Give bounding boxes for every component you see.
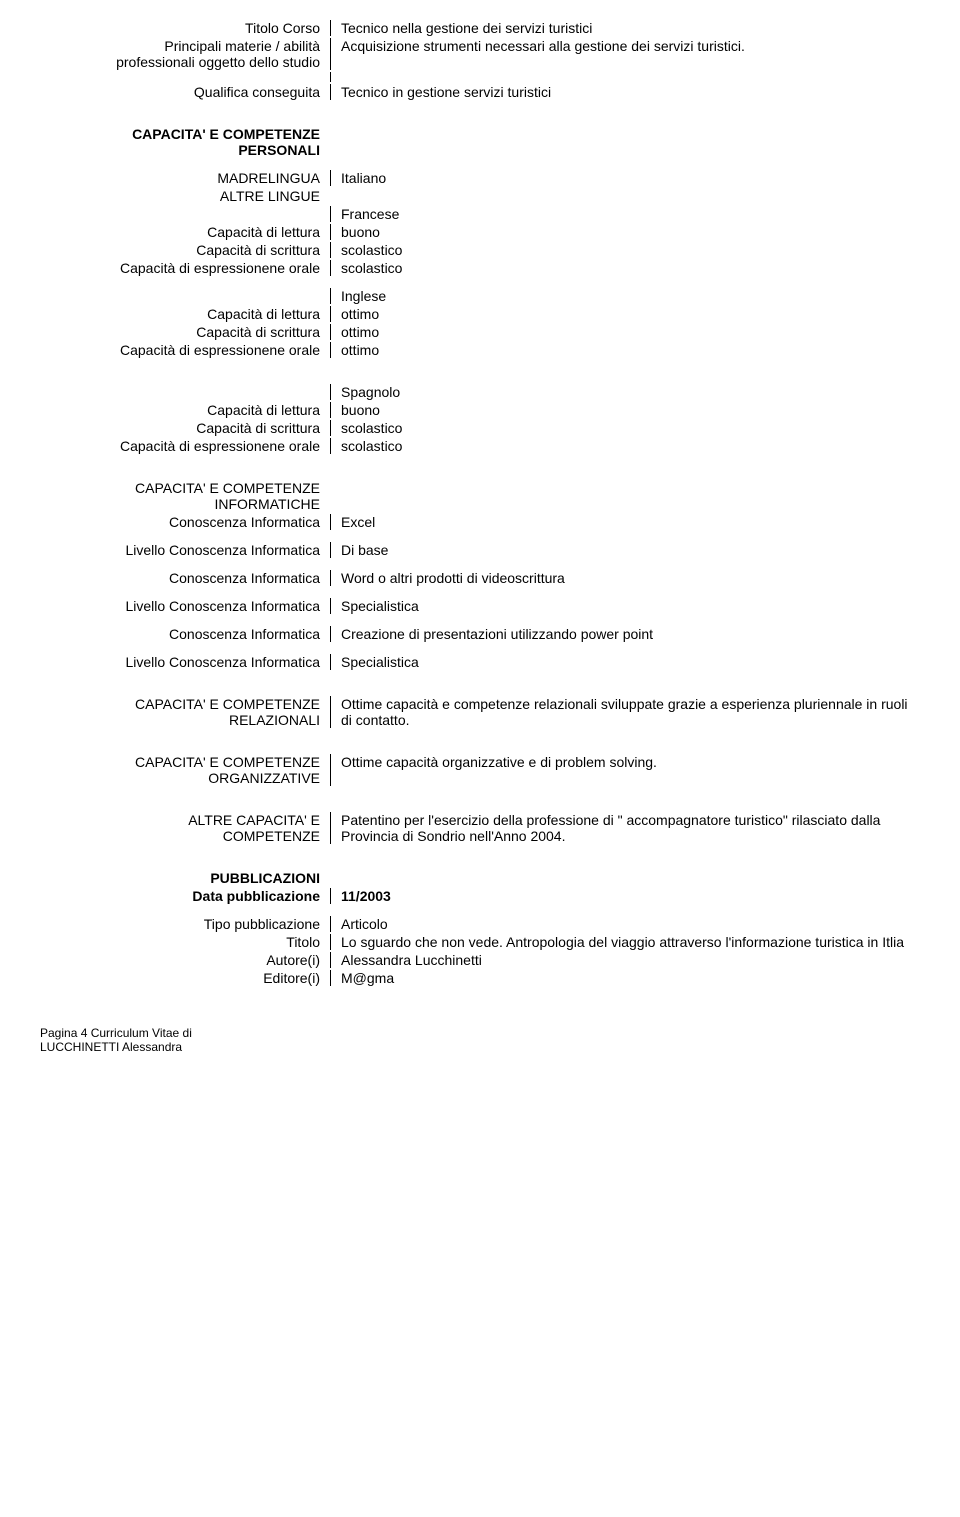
pub-data-row: Data pubblicazione 11/2003	[40, 888, 920, 904]
pub-autore-row: Autore(i) Alessandra Lucchinetti	[40, 952, 920, 968]
cap-info-header: CAPACITA' E COMPETENZE INFORMATICHE	[40, 480, 920, 512]
lang1-name-row: Francese	[40, 206, 920, 222]
pub-editore-row: Editore(i) M@gma	[40, 970, 920, 986]
cap-rel-row: CAPACITA' E COMPETENZE RELAZIONALI Ottim…	[40, 696, 920, 728]
principali-materie-value: Acquisizione strumenti necessari alla ge…	[330, 38, 920, 70]
qualifica-value: Tecnico in gestione servizi turistici	[330, 84, 920, 100]
qualifica-label: Qualifica conseguita	[40, 84, 330, 100]
principali-materie-label: Principali materie / abilità professiona…	[40, 38, 330, 70]
lang3-name-row: Spagnolo	[40, 384, 920, 400]
cap-rel-value: Ottime capacità e competenze relazionali…	[330, 696, 920, 728]
lang1-name: Francese	[330, 206, 920, 222]
titolo-corso-row: Titolo Corso Tecnico nella gestione dei …	[40, 20, 920, 36]
lang2-orale-row: Capacità di espressionene orale ottimo	[40, 342, 920, 358]
lang2-name-row: Inglese	[40, 288, 920, 304]
principali-materie-row: Principali materie / abilità professiona…	[40, 38, 920, 70]
altre-lingue-label: ALTRE LINGUE	[40, 188, 330, 204]
cap-org-value: Ottime capacità organizzative e di probl…	[330, 754, 920, 786]
altre-cap-value: Patentino per l'esercizio della professi…	[330, 812, 920, 844]
spacer-row	[40, 72, 920, 82]
pub-header-row: PUBBLICAZIONI	[40, 870, 920, 886]
madrelingua-label: MADRELINGUA	[40, 170, 330, 186]
madrelingua-row: MADRELINGUA Italiano	[40, 170, 920, 186]
lang2-scrittura-row: Capacità di scrittura ottimo	[40, 324, 920, 340]
lang2-lettura-row: Capacità di lettura ottimo	[40, 306, 920, 322]
altre-lingue-row: ALTRE LINGUE	[40, 188, 920, 204]
lang3-name: Spagnolo	[330, 384, 920, 400]
pub-titolo-row: Titolo Lo sguardo che non vede. Antropol…	[40, 934, 920, 950]
cap-org-row: CAPACITA' E COMPETENZE ORGANIZZATIVE Ott…	[40, 754, 920, 786]
info3-conoscenza-row: Conoscenza Informatica Creazione di pres…	[40, 626, 920, 642]
lang1-scrittura-row: Capacità di scrittura scolastico	[40, 242, 920, 258]
qualifica-row: Qualifica conseguita Tecnico in gestione…	[40, 84, 920, 100]
altre-cap-row: ALTRE CAPACITA' E COMPETENZE Patentino p…	[40, 812, 920, 844]
lang1-lettura-row: Capacità di lettura buono	[40, 224, 920, 240]
titolo-corso-value: Tecnico nella gestione dei servizi turis…	[330, 20, 920, 36]
info1-conoscenza-row: Conoscenza Informatica Excel	[40, 514, 920, 530]
cap-personali-header: CAPACITA' E COMPETENZE PERSONALI	[40, 126, 920, 158]
pub-tipo-row: Tipo pubblicazione Articolo	[40, 916, 920, 932]
info3-livello-row: Livello Conoscenza Informatica Specialis…	[40, 654, 920, 670]
lang3-scrittura-row: Capacità di scrittura scolastico	[40, 420, 920, 436]
footer: Pagina 4 Curriculum Vitae di LUCCHINETTI…	[40, 1026, 920, 1054]
lang3-lettura-row: Capacità di lettura buono	[40, 402, 920, 418]
pub-data-label: Data pubblicazione	[40, 888, 330, 904]
pub-data-value: 11/2003	[330, 888, 920, 904]
pub-header: PUBBLICAZIONI	[40, 870, 330, 886]
lang3-orale-row: Capacità di espressionene orale scolasti…	[40, 438, 920, 454]
madrelingua-value: Italiano	[330, 170, 920, 186]
lang2-name: Inglese	[330, 288, 920, 304]
lang1-orale-row: Capacità di espressionene orale scolasti…	[40, 260, 920, 276]
info2-conoscenza-row: Conoscenza Informatica Word o altri prod…	[40, 570, 920, 586]
info1-livello-row: Livello Conoscenza Informatica Di base	[40, 542, 920, 558]
info2-livello-row: Livello Conoscenza Informatica Specialis…	[40, 598, 920, 614]
titolo-corso-label: Titolo Corso	[40, 20, 330, 36]
